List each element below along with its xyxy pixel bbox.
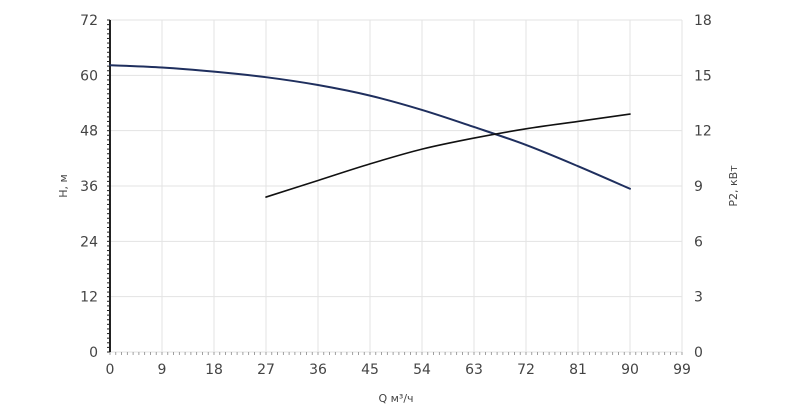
- x-axis-title: Q м³/ч: [378, 392, 413, 405]
- x-tick-label: 54: [413, 362, 431, 378]
- x-tick-label: 99: [673, 362, 691, 378]
- y-tick-label: 48: [80, 124, 98, 140]
- head-curve-line: [109, 64, 631, 190]
- y2-tick-label: 12: [694, 124, 712, 140]
- x-tick-label: 0: [106, 362, 115, 378]
- y2-tick-label: 0: [694, 345, 703, 361]
- y-axis-title: H, м: [57, 174, 70, 198]
- y2-tick-label: 18: [694, 13, 712, 29]
- y2-axis-title: P2, кВт: [727, 165, 740, 207]
- x-tick-label: 18: [205, 362, 223, 378]
- y-tick-label: 24: [80, 234, 98, 250]
- x-tick-label: 90: [621, 362, 639, 378]
- x-tick-label: 72: [517, 362, 535, 378]
- y2-tick-label: 15: [694, 68, 712, 84]
- power-curve-line: [265, 113, 631, 198]
- x-tick-label: 36: [309, 362, 327, 378]
- x-tick-label: 27: [257, 362, 275, 378]
- y-tick-label: 60: [80, 68, 98, 84]
- y-tick-label: 72: [80, 13, 98, 29]
- y-tick-label: 36: [80, 179, 98, 195]
- x-tick-label: 81: [569, 362, 587, 378]
- chart-axes: [107, 19, 683, 355]
- x-tick-label: 45: [361, 362, 379, 378]
- chart-grid: [109, 19, 683, 353]
- y-tick-label: 0: [89, 345, 98, 361]
- y2-tick-label: 9: [694, 179, 703, 195]
- x-tick-label: 9: [158, 362, 167, 378]
- chart-labels: 0 9 18 27 36 45 54 63 72 81 90 99012243648607203691…: [57, 13, 740, 405]
- y2-tick-label: 6: [694, 234, 703, 250]
- y2-tick-label: 3: [694, 290, 703, 306]
- chart-series: [109, 64, 631, 198]
- x-tick-label: 63: [465, 362, 483, 378]
- y-tick-label: 12: [80, 290, 98, 306]
